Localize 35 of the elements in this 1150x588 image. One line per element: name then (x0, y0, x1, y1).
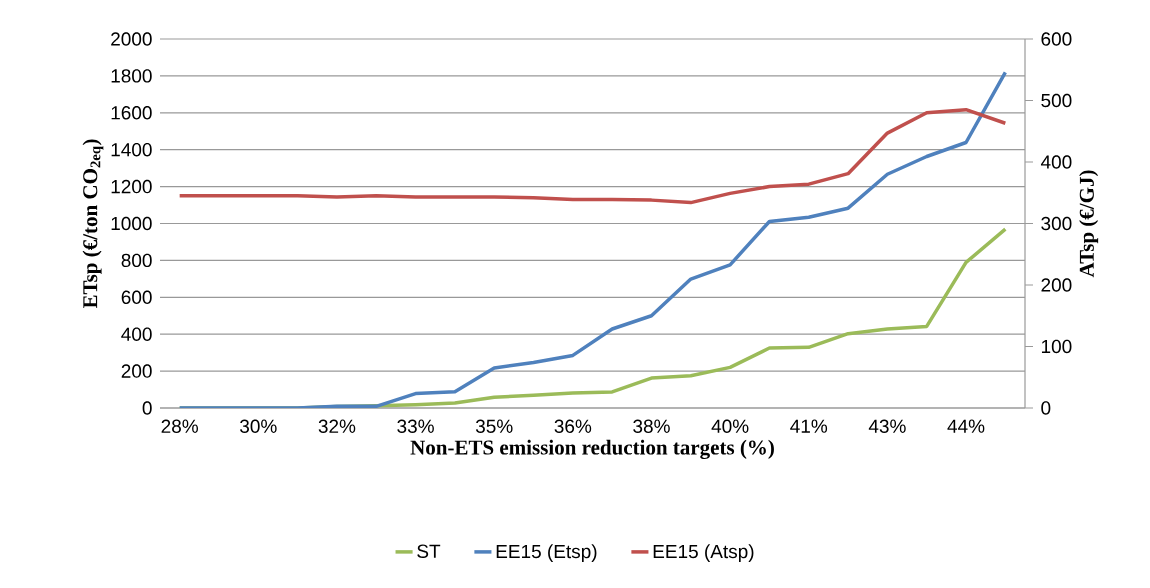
x-tick-label: 30% (240, 419, 277, 433)
x-tick-label: 38% (633, 419, 670, 433)
y-tick-label: 1200 (111, 179, 152, 194)
y-tick-label: 1600 (111, 106, 152, 120)
y-axis-title: ETsp (€/ton CO$_{2eq}$) (82, 139, 104, 309)
legend-label: EE15 (Etsp) (496, 544, 597, 562)
x-tick-label: 36% (554, 419, 592, 433)
y-tick-label: 400 (121, 327, 152, 341)
legend-label: ST (417, 544, 441, 558)
x-tick-label: 40% (711, 419, 749, 433)
y2-tick-label: 200 (1041, 278, 1072, 292)
x-tick-label: 44% (947, 419, 985, 433)
y-tick-label: 200 (121, 364, 152, 378)
y-tick-label: 1000 (111, 216, 152, 231)
y2-tick-label: 300 (1041, 216, 1072, 231)
y2-tick-label: 600 (1041, 32, 1072, 46)
y2-tick-label: 500 (1041, 93, 1072, 108)
y2-axis-title: ATsp (€/GJ) (1079, 170, 1099, 278)
y2-tick-label: 400 (1040, 155, 1072, 169)
y2-tick-label: 100 (1041, 339, 1072, 354)
x-tick-label: 41% (790, 419, 828, 433)
y-tick-label: 1400 (111, 142, 152, 157)
x-axis-title: Non-ETS emission reduction targets (%) (410, 439, 774, 460)
y-tick-label: 600 (121, 290, 152, 305)
y-tick-label: 0 (142, 401, 152, 415)
y2-tick-label: 0 (1041, 401, 1051, 415)
x-tick-label: 35% (475, 419, 513, 433)
y-tick-label: 800 (121, 253, 152, 268)
x-tick-label: 43% (868, 419, 906, 433)
y-tick-label: 2000 (111, 32, 152, 46)
y-tick-label: 1800 (111, 69, 152, 83)
x-tick-label: 28% (161, 419, 198, 433)
legend-label: EE15 (Atsp) (653, 544, 754, 562)
x-tick-label: 32% (318, 419, 356, 433)
x-tick-label: 33% (397, 419, 434, 433)
